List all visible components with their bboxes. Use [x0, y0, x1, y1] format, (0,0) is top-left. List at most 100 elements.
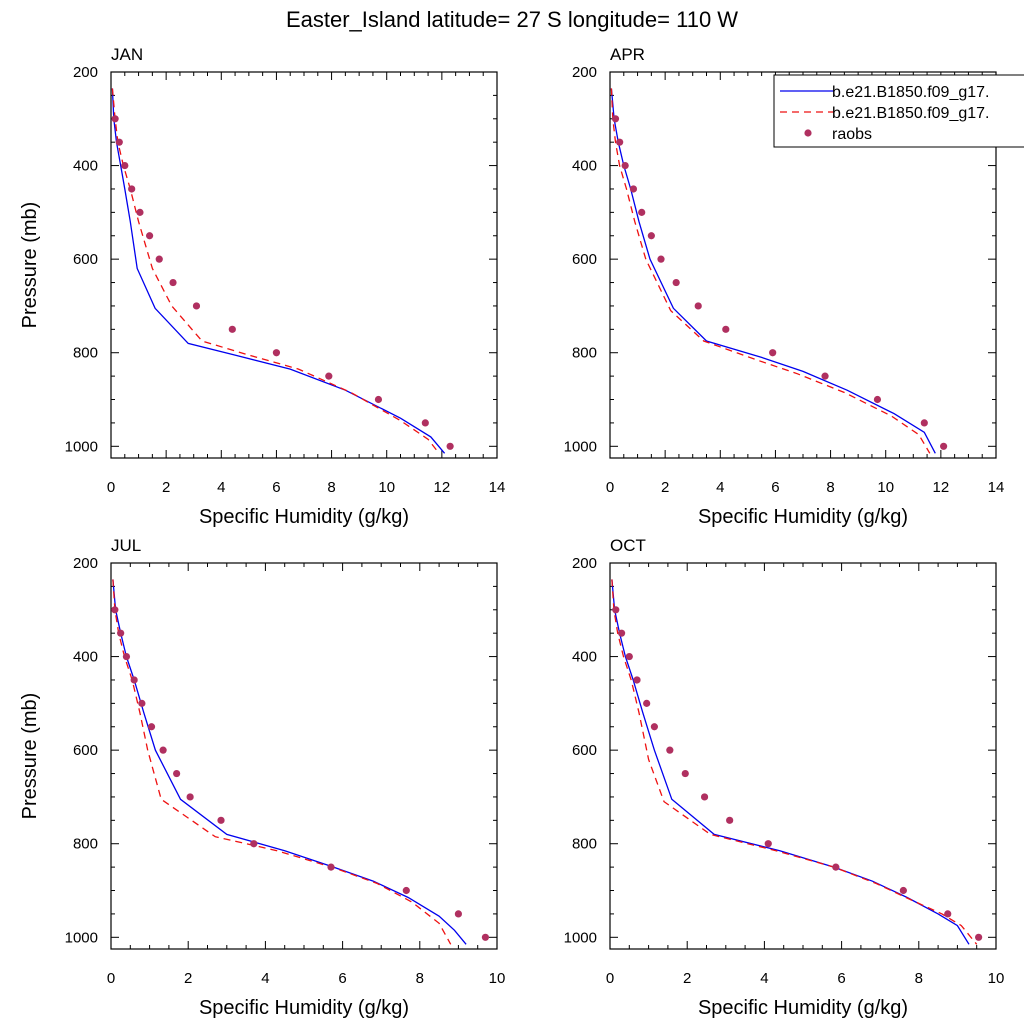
y-tick-label: 200	[572, 555, 597, 572]
y-tick-label: 1000	[65, 438, 98, 455]
raobs-point	[421, 419, 429, 427]
x-tick-label: 2	[683, 970, 691, 987]
raobs-point	[672, 278, 680, 287]
legend-label: raobs	[832, 126, 872, 143]
panel-label: APR	[610, 45, 645, 64]
x-tick-label: 2	[184, 970, 192, 987]
raobs-point	[146, 232, 154, 240]
raobs-point	[155, 255, 163, 263]
raobs-point	[446, 442, 454, 450]
y-axis-title: Pressure (mb)	[19, 693, 41, 820]
raobs-point	[272, 349, 281, 357]
raobs-point	[944, 910, 952, 918]
panel-jul: 200 400 600 800 1000 0 2 4 6 8 10 JUL Specific Humid…	[19, 536, 505, 1019]
figure-title: Easter_Island latitude= 27 S longitude= …	[286, 7, 738, 32]
x-axis-title: Specific Humidity (g/kg)	[199, 997, 409, 1019]
x-tick-label: 4	[217, 479, 225, 496]
raobs-point	[250, 840, 258, 848]
x-tick-label: 6	[771, 479, 779, 496]
legend-entry: raobs	[804, 126, 872, 143]
x-tick-label: 8	[826, 479, 834, 496]
x-tick-label: 4	[261, 970, 269, 987]
panel-jan: 200 400 600 800 1000 0 2 4 6 8 10 12 14 JAN Specific H…	[19, 45, 505, 528]
raobs-point	[726, 816, 734, 824]
raobs-point	[657, 255, 665, 263]
x-tick-label: 12	[434, 479, 451, 496]
raobs-point	[769, 349, 777, 357]
series-line-2	[111, 88, 440, 454]
series-line-2	[610, 88, 931, 454]
raobs-point	[111, 115, 119, 123]
x-tick-label: 10	[988, 970, 1005, 987]
raobs-point	[617, 629, 626, 637]
y-tick-label: 800	[73, 836, 98, 853]
panel-label: OCT	[610, 536, 646, 555]
series-line-2	[112, 579, 452, 945]
raobs-point	[374, 395, 383, 404]
raobs-point	[117, 629, 125, 637]
legend-box	[773, 74, 1024, 148]
raobs-point	[821, 372, 829, 380]
y-tick-label: 200	[73, 64, 98, 81]
raobs-point	[138, 699, 146, 707]
x-axis-title: Specific Humidity (g/kg)	[199, 506, 409, 528]
raobs-point	[186, 793, 194, 801]
raobs-point	[217, 816, 225, 824]
y-tick-label: 1000	[65, 929, 98, 946]
legend-entry: b.e21.B1850.f09_g17.	[780, 84, 989, 101]
x-tick-label: 4	[716, 479, 724, 496]
x-tick-label: 6	[272, 479, 280, 496]
x-tick-label: 8	[915, 970, 923, 987]
y-tick-label: 400	[73, 158, 98, 175]
x-tick-label: 0	[606, 479, 614, 496]
legend-marker	[804, 129, 812, 137]
raobs-point	[136, 208, 144, 216]
raobs-point	[873, 395, 882, 404]
y-tick-label: 1000	[564, 438, 597, 455]
raobs-point	[130, 676, 138, 684]
raobs-point	[325, 372, 333, 380]
raobs-point	[975, 933, 983, 941]
x-tick-label: 0	[606, 970, 614, 987]
raobs-point	[159, 746, 167, 754]
raobs-point	[402, 886, 410, 895]
raobs-point	[327, 863, 335, 871]
raobs-point	[722, 325, 730, 333]
raobs-point	[192, 302, 201, 310]
legend-label: b.e21.B1850.f09_g17.	[832, 105, 989, 122]
raobs-point	[122, 652, 131, 661]
panel-apr: 200 400 600 800 1000 0 2 4 6 8 10 12 14 APR Specific H…	[564, 45, 1005, 528]
x-tick-label: 2	[162, 479, 170, 496]
x-tick-label: 6	[338, 970, 346, 987]
plot-frame	[609, 562, 997, 950]
y-tick-label: 200	[73, 555, 98, 572]
y-tick-label: 200	[572, 64, 597, 81]
series-line-1	[611, 579, 970, 945]
raobs-point	[625, 652, 633, 661]
x-axis-title: Specific Humidity (g/kg)	[698, 506, 908, 528]
raobs-point	[173, 769, 181, 778]
legend: b.e21.B1850.f09_g17. b.e21.B1850.f09_g17.…	[773, 74, 1024, 148]
x-tick-label: 8	[327, 479, 335, 496]
raobs-point	[920, 419, 928, 427]
raobs-point	[228, 325, 236, 333]
raobs-point	[169, 278, 177, 287]
raobs-point	[616, 138, 624, 146]
raobs-point	[764, 840, 772, 848]
raobs-point	[128, 185, 136, 193]
raobs-point	[481, 933, 490, 941]
y-tick-label: 800	[572, 836, 597, 853]
y-tick-label: 600	[572, 251, 597, 268]
y-tick-label: 800	[73, 345, 98, 362]
x-tick-label: 14	[988, 479, 1005, 496]
x-axis-title: Specific Humidity (g/kg)	[698, 997, 908, 1019]
y-tick-label: 600	[73, 251, 98, 268]
x-tick-label: 8	[416, 970, 424, 987]
plot-frame	[110, 71, 498, 459]
raobs-point	[147, 723, 156, 731]
legend-entry: b.e21.B1850.f09_g17.	[780, 105, 989, 122]
y-tick-label: 800	[572, 345, 597, 362]
x-tick-label: 0	[107, 479, 115, 496]
